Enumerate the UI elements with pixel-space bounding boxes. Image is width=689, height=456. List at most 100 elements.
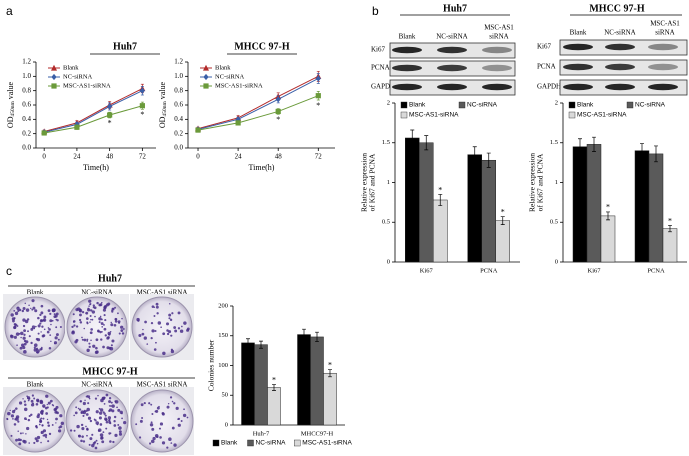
colony — [166, 329, 169, 332]
y-tick-label: 0.2 — [174, 129, 183, 137]
blot-band — [605, 63, 635, 71]
colony — [35, 403, 39, 406]
error-bar — [438, 194, 443, 206]
blot-title: MHCC 97-H — [589, 3, 644, 14]
colony — [18, 308, 22, 312]
colony — [102, 308, 107, 312]
blot-band — [437, 46, 467, 54]
colony — [81, 338, 84, 341]
bar — [323, 372, 337, 426]
colony — [121, 332, 125, 335]
colony — [10, 313, 14, 317]
colony — [155, 341, 157, 344]
colony — [83, 327, 85, 330]
colony — [166, 405, 170, 409]
colony — [100, 436, 104, 440]
colony — [28, 414, 31, 418]
colony — [111, 309, 113, 312]
colony — [55, 422, 57, 424]
significance: * — [140, 110, 144, 119]
colony — [85, 311, 89, 315]
colony — [109, 405, 112, 407]
significance: * — [501, 208, 505, 217]
colony — [32, 402, 34, 405]
colony — [168, 437, 172, 441]
legend-swatch — [400, 111, 408, 119]
colony — [136, 317, 140, 322]
colony — [6, 417, 9, 420]
colony — [23, 342, 27, 346]
significance: * — [328, 360, 332, 369]
colony — [95, 410, 99, 414]
colony — [104, 305, 107, 308]
colony — [98, 407, 101, 410]
legend-label: NC-siRNA — [467, 102, 498, 109]
colony — [18, 332, 21, 335]
colony — [183, 321, 187, 325]
colony — [71, 330, 75, 335]
colony — [151, 329, 155, 333]
blot-title: Huh7 — [443, 3, 467, 14]
marker — [74, 124, 80, 130]
colony — [72, 320, 75, 323]
colony — [39, 313, 42, 316]
colony — [98, 411, 103, 415]
colony — [33, 441, 36, 445]
colony — [24, 319, 29, 324]
colony — [153, 348, 157, 351]
colony — [78, 434, 82, 438]
colony — [80, 439, 83, 443]
colony — [45, 436, 47, 439]
colony — [30, 399, 34, 403]
colony — [36, 399, 40, 403]
colony — [81, 336, 83, 339]
colony — [22, 324, 26, 328]
colony — [108, 333, 111, 336]
colony — [114, 433, 118, 437]
colony — [96, 301, 99, 305]
blot-band — [437, 83, 467, 91]
colony — [121, 417, 123, 420]
colony — [10, 414, 15, 418]
blot-band — [648, 63, 678, 71]
colony — [21, 343, 25, 347]
colony — [103, 327, 107, 331]
colony-column-label: Blank — [27, 289, 44, 297]
blot-band — [605, 83, 635, 91]
colony — [44, 433, 48, 437]
plate — [130, 389, 194, 453]
bar — [600, 215, 616, 263]
colony — [86, 348, 90, 353]
colony — [35, 426, 38, 429]
colony — [13, 309, 16, 312]
colony — [169, 318, 173, 322]
colony — [105, 393, 109, 397]
error-bar — [328, 369, 332, 378]
colony — [149, 423, 154, 427]
marker — [107, 103, 113, 110]
x-axis-label: Time(h) — [249, 163, 275, 172]
error-bar — [272, 384, 276, 391]
colony — [20, 331, 24, 336]
colony — [144, 320, 147, 324]
colony — [36, 338, 41, 342]
colony — [186, 416, 189, 419]
colony — [150, 321, 154, 325]
colony — [139, 419, 143, 423]
colony — [170, 442, 173, 444]
colony — [21, 309, 25, 313]
colony — [28, 442, 30, 444]
colony — [79, 310, 81, 313]
colony — [54, 314, 58, 318]
colony — [173, 402, 176, 405]
legend-label: Blank — [221, 440, 238, 447]
blot-column-label: MSC-AS1 — [650, 20, 680, 28]
colony-column-label: NC-siRNA — [81, 381, 113, 389]
colony — [36, 349, 40, 353]
bar — [405, 137, 420, 263]
colony — [97, 428, 102, 432]
colony — [53, 341, 58, 345]
colony — [88, 305, 90, 307]
colony — [47, 401, 51, 405]
